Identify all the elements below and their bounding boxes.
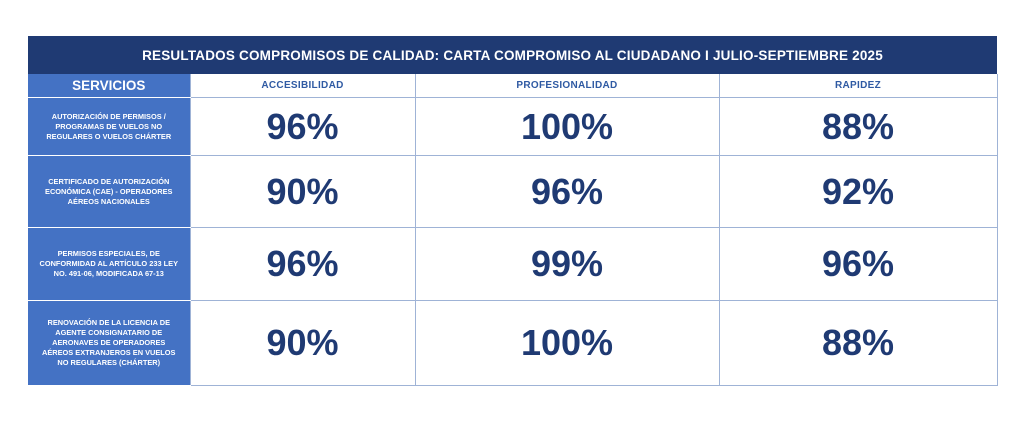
value-cell: 90% [189,300,415,386]
value-cell: 96% [189,97,415,156]
column-header-profesionalidad: PROFESIONALIDAD [414,74,719,98]
title-row: RESULTADOS COMPROMISOS DE CALIDAD: CARTA… [28,36,998,74]
value-cell: 96% [718,227,998,301]
value-cell: 100% [414,97,719,156]
value-cell: 92% [718,155,998,228]
results-table: RESULTADOS COMPROMISOS DE CALIDAD: CARTA… [28,36,998,386]
value-cell: 96% [414,155,719,228]
table-title: RESULTADOS COMPROMISOS DE CALIDAD: CARTA… [28,36,998,74]
table-row: CERTIFICADO DE AUTORIZACIÓN ECONÓMICA (C… [28,155,998,228]
table-row: AUTORIZACIÓN DE PERMISOS / PROGRAMAS DE … [28,97,998,156]
value-cell: 88% [718,300,998,386]
value-cell: 96% [189,227,415,301]
column-header-accesibilidad: ACCESIBILIDAD [189,74,415,98]
header-row: SERVICIOS ACCESIBILIDAD PROFESIONALIDAD … [28,74,998,98]
service-label: RENOVACIÓN DE LA LICENCIA DE AGENTE CONS… [28,300,190,386]
value-cell: 88% [718,97,998,156]
table-row: RENOVACIÓN DE LA LICENCIA DE AGENTE CONS… [28,300,998,386]
service-label: AUTORIZACIÓN DE PERMISOS / PROGRAMAS DE … [28,97,190,156]
service-label: CERTIFICADO DE AUTORIZACIÓN ECONÓMICA (C… [28,155,190,228]
services-header: SERVICIOS [28,74,190,98]
table-row: PERMISOS ESPECIALES, DE CONFORMIDAD AL A… [28,227,998,301]
value-cell: 90% [189,155,415,228]
service-label: PERMISOS ESPECIALES, DE CONFORMIDAD AL A… [28,227,190,301]
column-header-rapidez: RAPIDEZ [718,74,998,98]
value-cell: 100% [414,300,719,386]
value-cell: 99% [414,227,719,301]
